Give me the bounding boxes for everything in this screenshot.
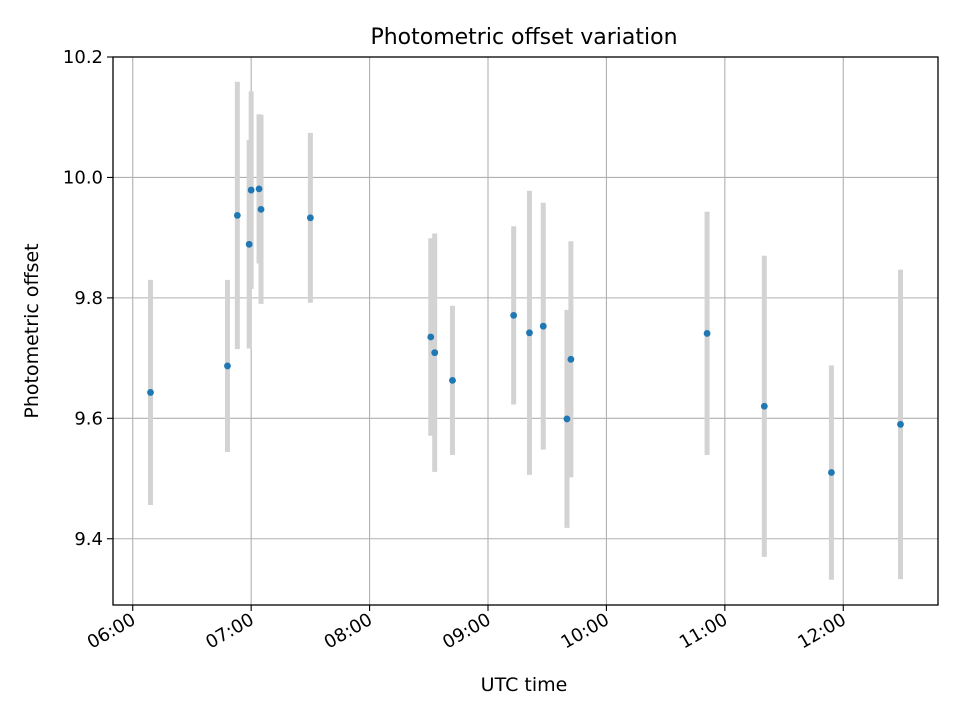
data-point	[563, 415, 571, 423]
x-tick-label: 06:00	[84, 609, 139, 653]
y-tick-label: 10.0	[63, 167, 103, 188]
x-tick-label: 09:00	[439, 609, 494, 653]
chart-title: Photometric offset variation	[370, 25, 677, 50]
y-tick-label: 9.8	[74, 288, 103, 309]
x-tick-label: 07:00	[202, 609, 257, 653]
y-tick-label: 9.4	[74, 529, 103, 550]
data-point	[567, 355, 575, 363]
data-point	[306, 214, 314, 222]
data-point	[703, 330, 711, 337]
data-points	[147, 185, 904, 476]
x-tick-label: 12:00	[794, 609, 849, 653]
x-tick-label: 08:00	[321, 609, 376, 653]
data-point	[224, 362, 231, 370]
x-axis-ticks: 06:00 07:00 08:00 09:00 10:00 11:00 12:00	[84, 605, 850, 653]
data-point	[247, 186, 255, 194]
y-axis-label: Photometric offset	[21, 243, 43, 418]
plot-frame	[112, 56, 939, 606]
data-point	[233, 211, 241, 219]
data-point	[255, 185, 263, 193]
data-point	[431, 349, 439, 357]
data-point	[526, 329, 533, 337]
data-point	[449, 376, 456, 384]
y-axis-ticks: 9.4 9.6 9.8 10.0 10.2	[63, 47, 113, 550]
data-point	[897, 420, 904, 428]
data-point	[147, 389, 154, 396]
y-tick-label: 9.6	[74, 408, 103, 429]
data-point	[510, 311, 518, 319]
data-point	[427, 333, 435, 341]
y-tick-label: 10.2	[63, 47, 103, 68]
data-point	[257, 205, 265, 213]
data-point	[760, 402, 768, 410]
x-tick-label: 10:00	[557, 609, 612, 653]
x-axis-label: UTC time	[481, 674, 568, 696]
data-point	[245, 240, 253, 248]
data-point	[539, 322, 547, 330]
errorbars	[148, 81, 903, 580]
x-tick-label: 11:00	[676, 609, 731, 653]
data-point	[828, 469, 835, 476]
